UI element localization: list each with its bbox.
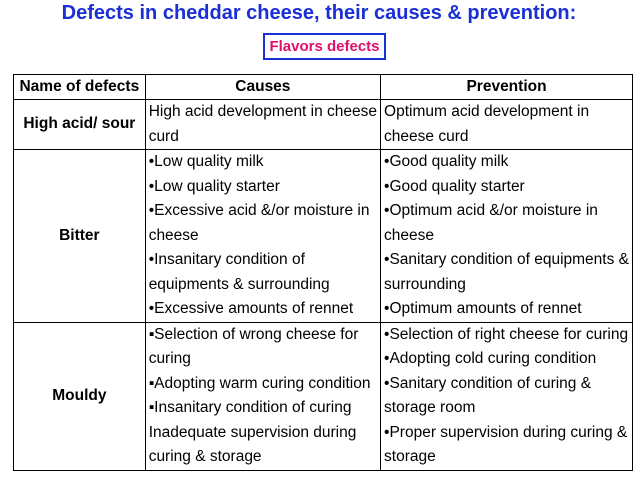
causes-line: cheese bbox=[148, 226, 199, 244]
causes-line: ▪Selection of wrong cheese for bbox=[148, 325, 359, 343]
causes-line: Inadequate supervision during bbox=[148, 423, 357, 441]
prevention-cell: Optimum acid development in cheese curd bbox=[380, 99, 633, 150]
section-subtitle: Flavors defects bbox=[263, 33, 386, 60]
defects-table: Name of defects Causes Prevention High a… bbox=[13, 74, 633, 471]
prevention-line: storage bbox=[384, 448, 436, 465]
header-name: Name of defects bbox=[13, 74, 146, 100]
causes-line: •Insanitary condition of bbox=[148, 251, 305, 268]
causes-line: curd bbox=[148, 127, 179, 145]
defect-name: Bitter bbox=[13, 149, 146, 323]
prevention-line: •Sanitary condition of equipments & bbox=[384, 251, 629, 268]
causes-line: ▪Insanitary condition of curing bbox=[148, 399, 352, 416]
causes-line: curing & storage bbox=[148, 448, 262, 465]
causes-line: equipments & surrounding bbox=[148, 275, 330, 293]
prevention-line: storage room bbox=[384, 399, 476, 416]
header-prevention: Prevention bbox=[380, 74, 633, 100]
defect-name: High acid/ sour bbox=[13, 99, 146, 150]
table-row: Mouldy ▪Selection of wrong cheese for cu… bbox=[13, 321, 633, 471]
causes-cell: High acid development in cheese curd bbox=[144, 99, 382, 150]
prevention-line: cheese curd bbox=[384, 127, 469, 145]
causes-line: •Low quality milk bbox=[148, 153, 264, 170]
causes-line: High acid development in cheese bbox=[148, 103, 378, 120]
causes-cell: ▪Selection of wrong cheese for curing ▪A… bbox=[144, 321, 382, 471]
prevention-line: •Good quality milk bbox=[384, 153, 509, 170]
prevention-line: cheese bbox=[384, 226, 435, 244]
table-row: High acid/ sour High acid development in… bbox=[13, 99, 633, 150]
causes-line: •Low quality starter bbox=[148, 177, 280, 195]
prevention-line: •Optimum amounts of rennet bbox=[384, 300, 582, 317]
prevention-line: •Sanitary condition of curing & bbox=[384, 374, 592, 392]
prevention-line: surrounding bbox=[384, 275, 466, 293]
causes-line: •Excessive amounts of rennet bbox=[148, 300, 354, 317]
causes-line: curing bbox=[148, 350, 191, 367]
prevention-line: •Adopting cold curing condition bbox=[384, 350, 597, 367]
prevention-cell: •Selection of right cheese for curing •A… bbox=[380, 321, 633, 471]
prevention-line: Optimum acid development in bbox=[384, 103, 590, 120]
prevention-line: •Optimum acid &/or moisture in bbox=[384, 202, 598, 219]
prevention-line: •Good quality starter bbox=[384, 177, 525, 195]
prevention-cell: •Good quality milk •Good quality starter… bbox=[380, 149, 633, 323]
page-title: Defects in cheddar cheese, their causes … bbox=[61, 2, 577, 24]
prevention-line: •Selection of right cheese for curing bbox=[384, 325, 629, 343]
causes-line: •Excessive acid &/or moisture in bbox=[148, 202, 370, 219]
header-row: Name of defects Causes Prevention bbox=[13, 74, 633, 100]
prevention-line: •Proper supervision during curing & bbox=[384, 423, 628, 441]
causes-cell: •Low quality milk •Low quality starter •… bbox=[144, 149, 382, 323]
defect-name: Mouldy bbox=[13, 321, 146, 471]
table-row: Bitter •Low quality milk •Low quality st… bbox=[13, 149, 633, 323]
header-causes: Causes bbox=[144, 74, 382, 100]
causes-line: ▪Adopting warm curing condition bbox=[148, 374, 371, 392]
